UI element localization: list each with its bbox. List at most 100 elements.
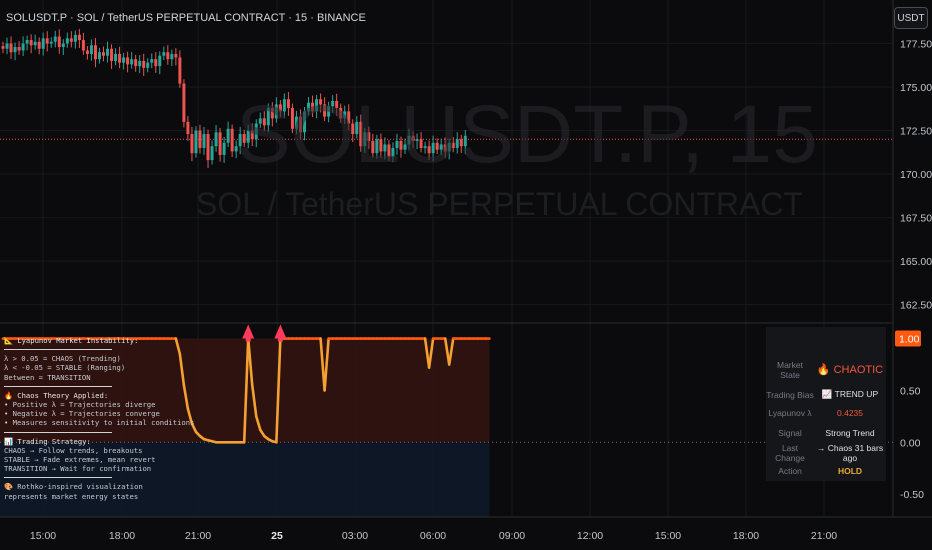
price-tick-label: 167.50 [900,213,932,225]
price-tick-label: 165.00 [900,256,932,268]
table-row: Lyapunov λ 0.4235 [766,404,886,421]
candle-body [451,142,455,148]
candle-body [238,134,242,147]
candle-body [186,121,190,135]
candle-body [375,139,379,154]
candle-body [311,102,315,112]
candle-body [303,111,306,133]
price-tick-label: 172.50 [900,126,932,138]
lyapunov-line-segment [319,337,326,392]
candle-body [222,142,226,155]
candle-body [89,45,93,54]
candle-body [41,38,45,49]
candle-body [371,140,375,154]
currency-button[interactable]: USDT [894,7,928,29]
candle-body [327,106,331,117]
candle-body [218,132,222,155]
candle-body [77,34,81,41]
candle-body [242,134,246,143]
candle-body [315,99,319,112]
time-tick-label: 15:00 [655,530,681,542]
lyapunov-line-segment [323,337,330,392]
candle-body [65,38,69,44]
candle-body [274,104,278,119]
candle-body [290,107,294,129]
chaos-signal-arrow [242,324,255,339]
time-tick-label: 09:00 [499,530,525,542]
lyapunov-line-segment [190,422,198,434]
legend-rule: Between = TRANSITION [4,372,91,382]
candle-body [226,128,230,143]
candle-body [379,139,383,152]
candle-body [266,107,270,126]
legend-divider [4,477,112,479]
candle-body [383,144,387,152]
lyapunov-line-segment [242,337,250,444]
candle-body [106,48,110,56]
candle-body [387,144,391,157]
current-value-label: 1.00 [899,334,920,346]
candle-body [81,40,85,51]
candle-body [278,104,282,112]
lyapunov-line-segment [246,337,254,387]
chaos-signal-arrow [245,337,251,342]
candle-body [455,139,459,148]
legend-rule: λ < -0.05 = STABLE (Ranging) [4,363,126,373]
candle-body [61,43,65,47]
row-value: 0.4235 [837,407,863,418]
candle-body [399,140,403,150]
candle-body [9,43,13,53]
candle-body [411,135,415,141]
candle-body [431,142,435,154]
candle-body [194,130,198,154]
time-tick-label: 21:00 [811,530,837,542]
row-label: Lyapunov λ [768,407,812,418]
candle-body [170,53,174,60]
time-tick-label: 18:00 [733,530,759,542]
candle-body [230,128,234,152]
time-tick-label: 12:00 [577,530,603,542]
candle-body [158,55,162,67]
candle-body [286,99,290,108]
osc-tick-label: 0.00 [900,437,921,449]
candle-body [110,48,114,61]
osc-tick-label: -0.50 [900,489,924,501]
candle-body [262,118,266,126]
legend-divider [4,431,112,433]
candle-body [254,123,258,140]
time-tick-label: 18:00 [109,530,135,542]
candle-body [347,111,351,124]
legend-theory-item: • Positive λ = Trajectories diverge [4,400,156,410]
candle-body [351,123,355,135]
lyapunov-line-segment [275,337,282,444]
candle-body [25,40,29,44]
legend-strategy-item: STABLE → Fade extremes, mean revert [4,455,156,465]
lyapunov-line-segment [447,337,455,366]
row-label: Action [778,465,802,476]
legend-theory-item: • Negative λ = Trajectories converge [4,409,160,419]
legend-rule: λ > 0.05 = CHAOS (Trending) [4,354,121,364]
table-row: Trading Bias 📈 TREND UP [766,386,886,403]
candle-body [367,132,371,141]
lyapunov-line-segment [443,337,451,366]
time-tick-label: 21:00 [185,530,211,542]
candle-body [298,116,302,133]
legend-theory-item: • Measures sensitivity to initial condit… [4,418,195,428]
candle-body [250,130,254,140]
candle-body [138,60,142,67]
candle-body [142,60,146,68]
candle-body [130,59,134,65]
candle-body [355,121,359,135]
candle-body [294,116,298,129]
legend-footer: represents market energy states [4,491,139,501]
table-row: Signal Strong Trend [766,424,886,441]
price-tick-label: 170.00 [900,169,932,181]
indicator-legend: 📐 Lyapunov Market Instability: λ > 0.05 … [4,336,468,501]
candle-body [206,134,210,161]
candle-body [57,36,61,47]
candle-body [343,111,347,119]
candle-body [37,41,41,49]
candle-body [258,118,262,124]
candle-body [53,36,57,42]
